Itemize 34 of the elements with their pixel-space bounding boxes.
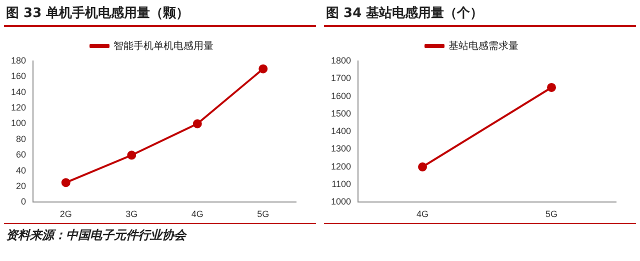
x-tick-label: 2G: [60, 209, 72, 220]
point: [192, 119, 202, 128]
x-tick-label: 5G: [546, 209, 558, 220]
x-tick-label: 4G: [416, 209, 429, 220]
y-tick-label: 120: [10, 102, 26, 113]
y-tick-label: 1300: [330, 144, 352, 154]
point: [61, 178, 70, 188]
y-tick-label: 1800: [330, 55, 352, 66]
y-tick-label: 60: [16, 150, 26, 160]
y-tick-label: 160: [10, 71, 26, 82]
y-tick-label: 180: [10, 55, 26, 66]
y-tick-label: 40: [16, 165, 26, 176]
x-tick-label: 5G: [257, 209, 270, 220]
x-tick-label: 4G: [191, 209, 204, 220]
y-tick-label: 1700: [330, 73, 352, 84]
text: 资料来源：中国电子元件行业协会: [4, 223, 316, 247]
y-tick-label: 80: [16, 134, 26, 144]
legend-label: 智能手机单机电感用量: [114, 40, 214, 52]
legend-label: 基站电感需求量: [448, 40, 518, 52]
y-tick-label: 1000: [330, 196, 352, 207]
y-tick-label: 1400: [330, 126, 352, 136]
y-tick-label: 1600: [330, 90, 352, 101]
chart-title: 图 34 基站电感用量（个）: [324, 0, 636, 27]
y-tick-label: 0: [21, 196, 26, 207]
y-tick-label: 1200: [330, 161, 352, 172]
y-tick-label: 1100: [332, 179, 352, 190]
y-tick-label: 1500: [330, 108, 352, 118]
x-tick-label: 3G: [126, 209, 138, 220]
y-tick-label: 20: [16, 180, 26, 191]
point: [258, 64, 268, 74]
y-tick-label: 140: [10, 86, 26, 97]
y-tick-label: 100: [10, 118, 26, 128]
chart-title: 图 33 单机手机电感用量（颗）: [4, 0, 316, 27]
point: [127, 150, 136, 160]
